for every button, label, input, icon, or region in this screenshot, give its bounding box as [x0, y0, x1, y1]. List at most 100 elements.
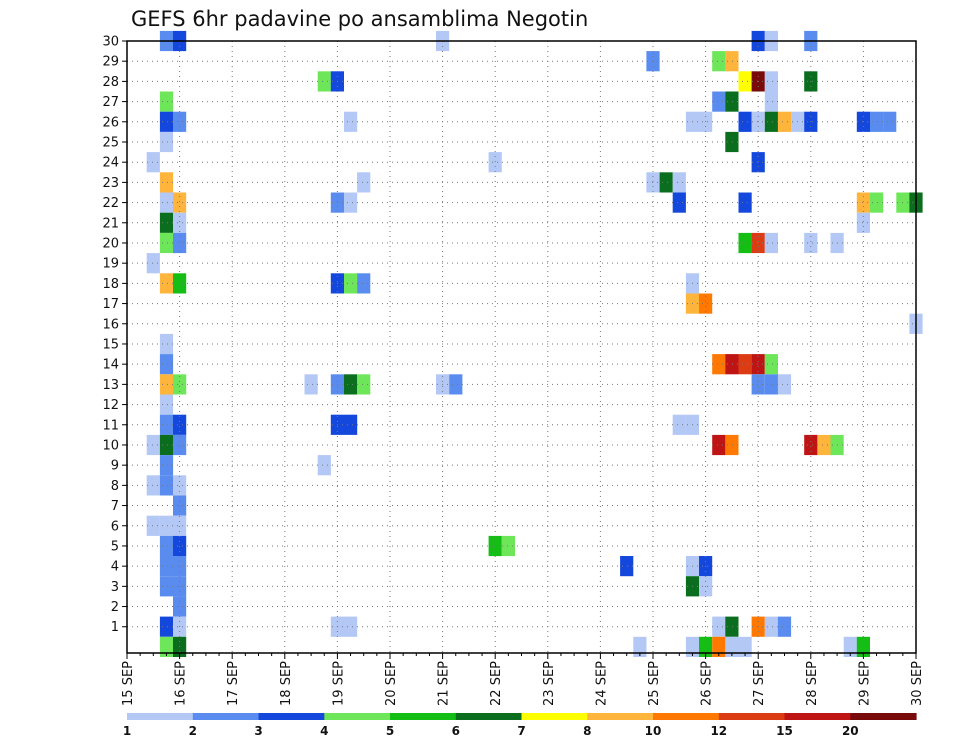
x-tick-label-1: 16 SEP	[174, 661, 189, 706]
y-tick-label-25: 25	[102, 135, 119, 150]
precip-cell-56	[159, 232, 174, 254]
precip-cell-107	[317, 455, 331, 476]
x-tick-label-8: 23 SEP	[542, 661, 557, 706]
precip-cell-60	[764, 232, 778, 254]
precip-cell-129	[159, 616, 174, 637]
legend-label-5: 5	[386, 724, 394, 738]
legend-label-15: 15	[776, 724, 793, 738]
precip-cell-9	[317, 71, 331, 92]
legend-swatch-4	[390, 713, 457, 720]
y-tick-label-5: 5	[111, 539, 119, 554]
legend-swatch-5	[455, 713, 523, 720]
y-tick-label-16: 16	[102, 317, 119, 332]
precip-cell-95	[344, 414, 358, 435]
precip-cell-13	[764, 71, 778, 92]
precip-cell-50	[870, 192, 884, 213]
y-tick-label-14: 14	[102, 358, 119, 373]
precip-cell-99	[159, 434, 174, 456]
legend-swatch-9	[718, 713, 786, 720]
precip-cell-109	[159, 475, 174, 496]
precip-cell-24	[738, 111, 752, 132]
precip-cell-133	[712, 616, 726, 637]
y-tick-label-15: 15	[102, 337, 119, 352]
precip-cell-96	[672, 414, 686, 435]
precip-cell-76	[725, 354, 739, 375]
precip-cell-46	[344, 192, 358, 213]
precip-cell-92	[159, 414, 174, 435]
legend-label-7: 7	[517, 724, 525, 738]
y-tick-label-20: 20	[102, 236, 119, 251]
precip-cell-7	[712, 51, 726, 72]
precip-cell-98	[146, 434, 160, 456]
precip-cell-65	[173, 273, 187, 294]
precip-cell-113	[159, 515, 174, 536]
y-tick-label-7: 7	[111, 499, 119, 514]
x-tick-label-9: 24 SEP	[594, 661, 609, 706]
precip-cell-15	[159, 91, 174, 112]
y-tick-label-29: 29	[102, 55, 119, 70]
precip-cell-112	[146, 515, 160, 536]
precip-cell-79	[764, 354, 778, 375]
precip-cell-17	[725, 91, 739, 112]
x-tick-label-10: 25 SEP	[647, 661, 662, 706]
precip-cell-27	[777, 111, 792, 132]
legend-label-12: 12	[710, 724, 727, 738]
x-tick-label-15: 30 SEP	[910, 661, 925, 706]
precip-cell-73	[159, 333, 174, 355]
precip-cell-53	[159, 212, 174, 233]
y-axis: 1234567891011121314151617181920212223242…	[102, 35, 127, 635]
color-legend: 1 2 3 4 5 6 7 8 10 12 15 20	[123, 713, 917, 738]
y-tick-label-27: 27	[102, 95, 119, 110]
y-tick-label-21: 21	[102, 216, 119, 231]
precip-cell-36	[488, 152, 502, 173]
precip-cell-85	[357, 374, 371, 395]
precip-cell-82	[304, 374, 318, 395]
precip-cell-48	[738, 192, 752, 213]
precip-cell-18	[764, 91, 778, 112]
precip-cell-43	[159, 192, 174, 213]
precip-cell-26	[764, 111, 778, 132]
precip-cell-93	[173, 414, 187, 435]
y-tick-label-2: 2	[111, 600, 119, 615]
x-tick-label-4: 19 SEP	[331, 661, 346, 706]
precip-cell-59	[751, 232, 765, 254]
precip-cell-39	[357, 172, 371, 193]
precip-cell-47	[672, 192, 686, 213]
y-tick-label-22: 22	[102, 196, 119, 211]
precip-cells	[146, 30, 923, 657]
y-tick-label-10: 10	[102, 438, 119, 453]
precip-cell-38	[159, 172, 174, 193]
precip-cell-31	[870, 111, 884, 132]
precip-cell-144	[725, 636, 739, 657]
precip-cell-42	[672, 172, 686, 193]
precip-cell-71	[699, 293, 713, 314]
precip-cell-55	[856, 212, 870, 233]
y-tick-label-30: 30	[102, 35, 119, 50]
legend-swatch-6	[521, 713, 588, 720]
legend-swatch-8	[653, 713, 720, 720]
precip-cell-61	[804, 232, 818, 254]
x-tick-label-12: 27 SEP	[752, 661, 767, 706]
plot-frame	[126, 40, 917, 654]
precip-cell-121	[620, 556, 634, 577]
x-tick-label-11: 26 SEP	[700, 661, 715, 706]
precip-cell-63	[146, 253, 160, 274]
precip-cell-91	[159, 394, 174, 415]
precip-cell-41	[659, 172, 673, 193]
precip-cell-33	[159, 131, 174, 153]
precip-cell-74	[159, 354, 174, 375]
precip-cell-54	[173, 212, 187, 233]
y-tick-label-28: 28	[102, 75, 119, 90]
y-tick-label-24: 24	[102, 156, 119, 171]
precip-cell-19	[159, 111, 174, 132]
legend-label-8: 8	[583, 724, 591, 738]
grid-lines	[126, 40, 917, 653]
precip-cell-104	[817, 434, 831, 456]
legend-swatch-3	[324, 713, 391, 720]
legend-label-2: 2	[189, 724, 197, 738]
y-tick-label-3: 3	[111, 580, 119, 595]
precip-cell-110	[173, 475, 187, 496]
y-tick-label-18: 18	[102, 277, 119, 292]
legend-label-1: 1	[123, 724, 131, 738]
precip-cell-119	[159, 556, 174, 577]
